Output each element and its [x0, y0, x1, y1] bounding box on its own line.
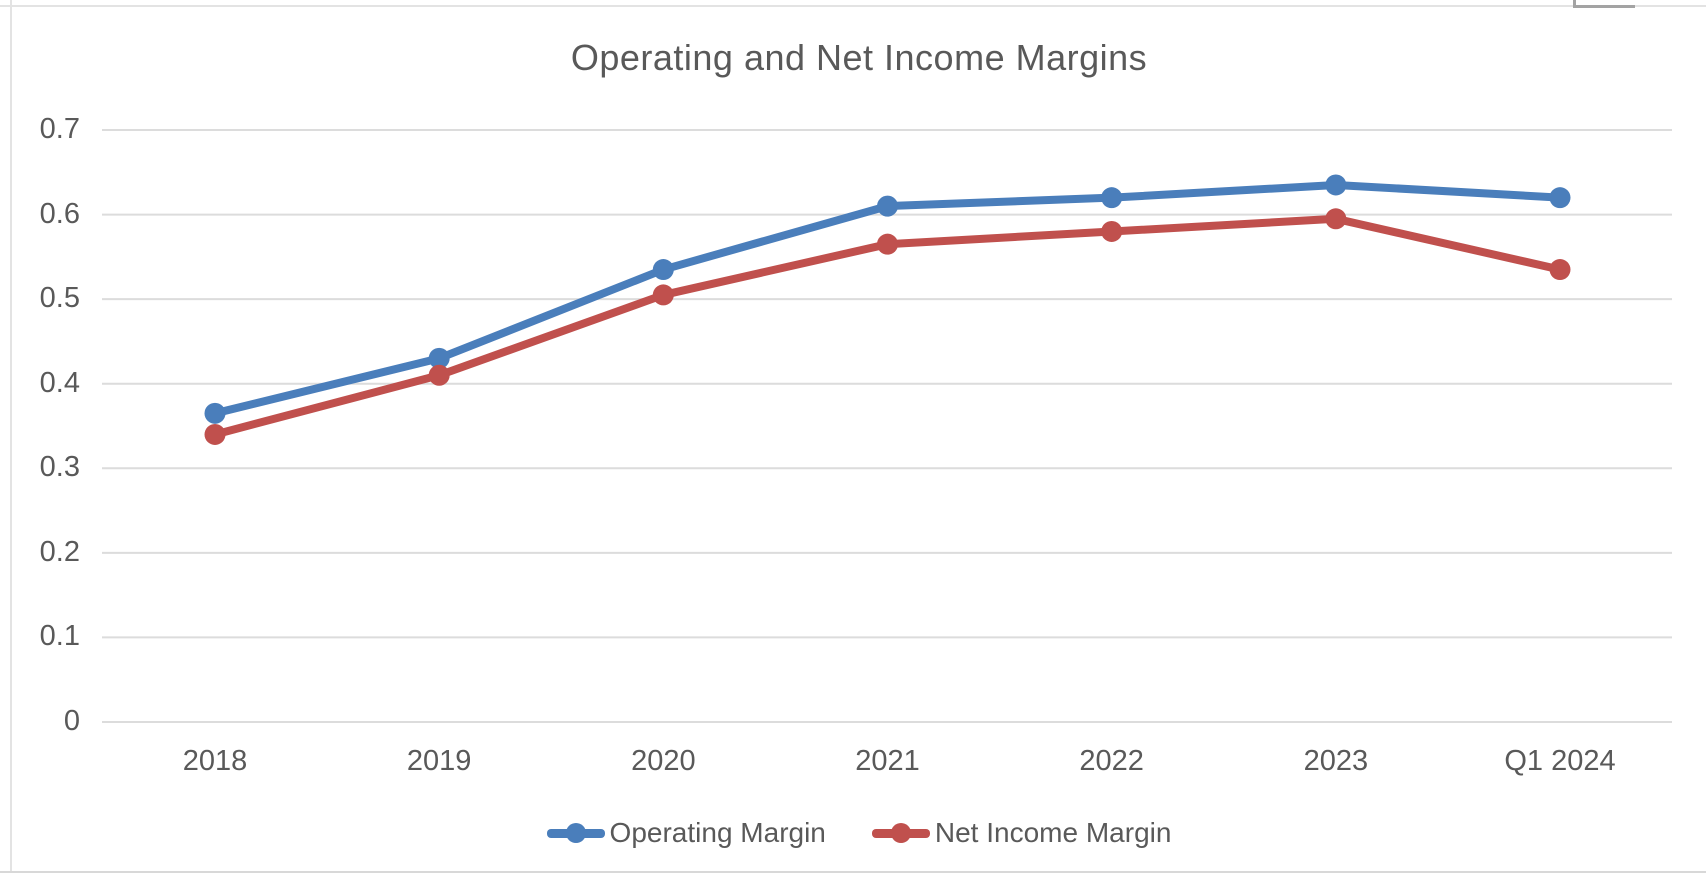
data-point-net-income-margin-q1-2024[interactable]	[1549, 259, 1571, 281]
x-tick-label: 2023	[1303, 745, 1369, 777]
chart-area[interactable]: Operating and Net Income Margins 0 0.1 0.2…	[12, 7, 1706, 869]
plot-area	[102, 129, 1672, 723]
data-point-net-income-margin-2018[interactable]	[204, 423, 226, 445]
data-point-operating-margin-2022[interactable]	[1101, 187, 1123, 209]
legend-marker-dot-icon	[565, 823, 586, 843]
legend-item-operating-margin[interactable]: Operating Margin	[546, 817, 826, 849]
data-point-operating-margin-2019[interactable]	[428, 347, 450, 369]
y-tick-label: 0	[63, 705, 80, 737]
data-point-net-income-margin-2023[interactable]	[1325, 208, 1347, 230]
x-tick-label: 2022	[1079, 745, 1144, 777]
data-point-operating-margin-q1-2024[interactable]	[1549, 187, 1571, 209]
chart-object-bottom-border	[0, 871, 1706, 873]
legend-item-net-income-margin[interactable]: Net Income Margin	[871, 817, 1172, 849]
x-tick-label: 2019	[406, 745, 472, 777]
x-tick-label: Q1 2024	[1504, 745, 1616, 777]
y-tick-label: 0.2	[39, 535, 80, 568]
legend-label: Operating Margin	[609, 817, 826, 848]
legend-marker-dot-icon	[890, 823, 911, 843]
data-point-net-income-margin-2020[interactable]	[652, 284, 674, 306]
legend: Operating Margin Net Income Margin	[12, 812, 1706, 854]
x-tick-label: 2021	[855, 745, 920, 777]
data-point-net-income-margin-2019[interactable]	[428, 364, 450, 386]
chart-title: Operating and Net Income Margins	[570, 37, 1148, 78]
y-tick-label: 0.1	[39, 620, 80, 653]
y-tick-label: 0.3	[39, 451, 80, 484]
legend-marker-icon	[871, 823, 930, 843]
x-tick-label: 2020	[631, 745, 696, 777]
y-tick-label: 0.7	[39, 113, 80, 145]
legend-marker-icon	[546, 823, 605, 843]
chart-object-left-border	[10, 0, 12, 872]
y-tick-label: 0.4	[39, 366, 80, 399]
series-net-income-margin[interactable]	[204, 208, 1571, 445]
data-point-operating-margin-2023[interactable]	[1325, 174, 1347, 196]
data-point-operating-margin-2021[interactable]	[877, 195, 898, 217]
data-point-operating-margin-2018[interactable]	[204, 402, 226, 424]
worksheet-row-border	[0, 5, 1706, 7]
data-point-net-income-margin-2022[interactable]	[1101, 220, 1123, 242]
y-tick-label: 0.5	[39, 282, 80, 315]
x-tick-label: 2018	[182, 745, 248, 777]
cell-border-fragment-horizontal	[1573, 5, 1635, 8]
cell-border-fragment-vertical	[1573, 0, 1576, 7]
data-point-net-income-margin-2021[interactable]	[877, 233, 898, 255]
legend-label: Net Income Margin	[934, 817, 1172, 848]
data-point-operating-margin-2020[interactable]	[652, 259, 674, 281]
y-tick-label: 0.6	[39, 197, 80, 230]
series-operating-margin[interactable]	[204, 174, 1571, 424]
